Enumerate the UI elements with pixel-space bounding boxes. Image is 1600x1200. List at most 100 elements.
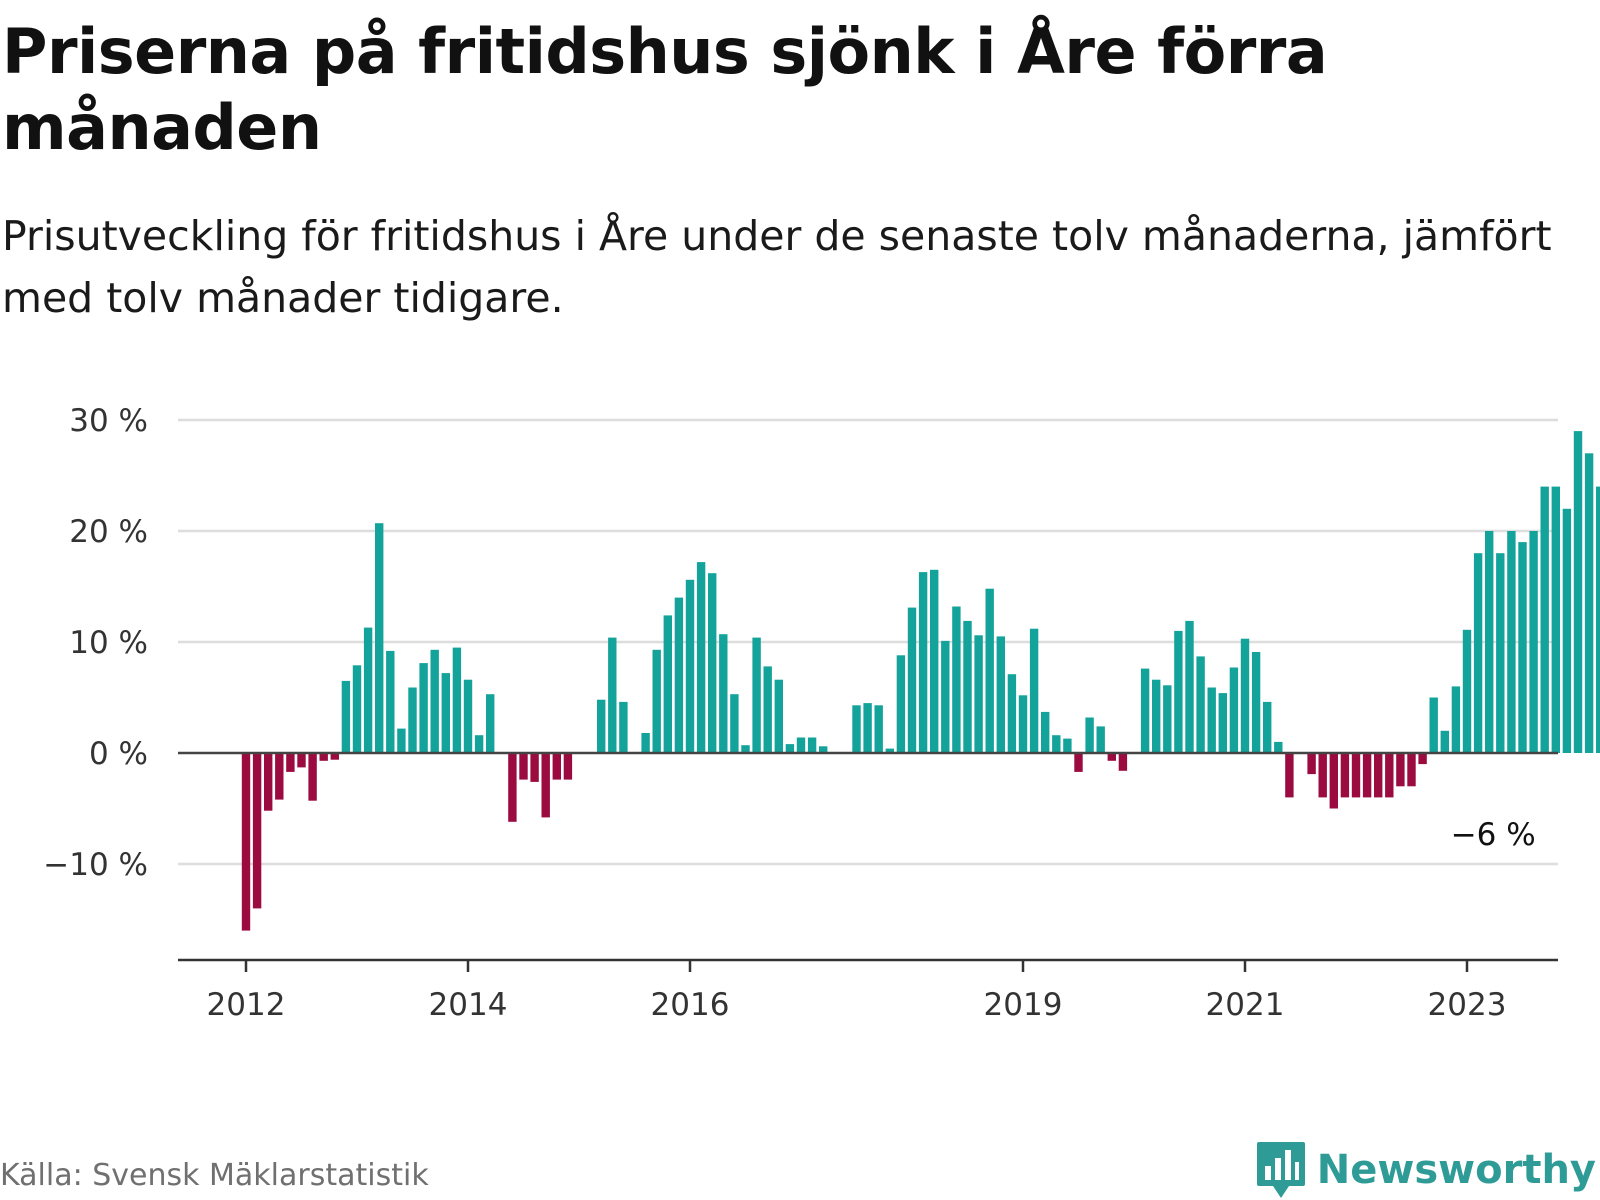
chart-title: Priserna på fritidshus sjönk i Åre förra… [2, 15, 1328, 164]
bar [286, 753, 295, 772]
bar [974, 635, 983, 753]
bar [1507, 531, 1516, 753]
bar [530, 753, 539, 782]
bar [1473, 553, 1483, 753]
bar [752, 637, 761, 753]
bar [1107, 753, 1116, 761]
bar [1562, 508, 1572, 753]
bar [963, 620, 972, 753]
bar [907, 607, 917, 753]
bar [696, 562, 706, 753]
bar [1418, 753, 1427, 765]
bar [1540, 486, 1549, 753]
bar [397, 728, 406, 753]
bar [1096, 726, 1105, 753]
bar [463, 679, 473, 753]
bar [763, 666, 772, 753]
bar [685, 579, 695, 753]
bars [241, 431, 1600, 931]
bar-chart-speech-bubble-icon [1256, 1142, 1305, 1198]
bar [1152, 679, 1161, 753]
bar [1462, 629, 1472, 753]
bar [1074, 753, 1083, 772]
bar [1451, 686, 1461, 753]
bar [1251, 652, 1261, 753]
bar [330, 753, 339, 760]
bar [297, 753, 306, 768]
x-tick-label: 2021 [1206, 987, 1285, 1020]
axes [178, 751, 1558, 972]
tick-labels: 30 % 20 % 10 % 0 % −10 % 2012 2014 2016 2019 2021… [43, 403, 1538, 1020]
bar [1518, 542, 1527, 753]
bar [1485, 531, 1494, 753]
bar [1185, 620, 1194, 753]
last-value-annotation: −6 % [1451, 817, 1536, 853]
bar [1018, 695, 1028, 753]
bar [1041, 711, 1050, 753]
bar [1307, 753, 1316, 775]
bar [663, 615, 672, 753]
bar [452, 647, 462, 754]
bar [430, 649, 439, 753]
bar [785, 744, 795, 753]
y-tick-label: 10 % [69, 625, 148, 661]
newsworthy-logo: Newsworthy [1255, 1140, 1596, 1200]
grid-lines [178, 418, 1558, 866]
bar [730, 694, 739, 753]
bar [1174, 630, 1183, 753]
bar [608, 637, 617, 753]
bar [508, 753, 517, 822]
bar [819, 746, 828, 753]
bar [1207, 687, 1216, 753]
y-tick-label: −10 % [43, 847, 148, 883]
bar [252, 753, 262, 909]
bar [619, 701, 628, 753]
x-tick-label: 2014 [429, 987, 508, 1020]
bar [352, 665, 362, 753]
bar [363, 627, 373, 753]
source-note: Källa: Svensk Mäklarstatistik [0, 1158, 429, 1193]
bar [952, 606, 961, 753]
x-tick-label: 2023 [1428, 987, 1507, 1020]
bar [807, 737, 817, 753]
bar [1362, 753, 1372, 798]
bar [441, 673, 450, 753]
bar [1551, 486, 1560, 753]
bar [719, 634, 728, 753]
bar [985, 588, 994, 753]
bar [1596, 486, 1600, 753]
bar [896, 655, 906, 753]
bar [1063, 738, 1072, 753]
bar [863, 703, 872, 753]
bar [1318, 753, 1327, 798]
bar [874, 705, 883, 753]
bar [774, 679, 783, 753]
bar [552, 753, 561, 780]
bar [885, 748, 894, 753]
y-tick-label: 30 % [69, 403, 148, 439]
bar [408, 687, 417, 753]
bar [941, 640, 950, 753]
bar [474, 735, 484, 753]
x-tick-label: 2016 [651, 987, 730, 1020]
bar [1440, 730, 1449, 753]
bar [1240, 638, 1250, 753]
bar [674, 597, 684, 753]
bar [641, 733, 650, 753]
y-tick-label: 0 % [89, 736, 148, 772]
bar [1196, 656, 1205, 753]
bar [1085, 717, 1094, 753]
bar [1263, 701, 1272, 753]
bar [852, 705, 861, 753]
bar [597, 699, 606, 753]
bar [918, 572, 928, 753]
bar [1396, 753, 1405, 787]
bar [1229, 667, 1239, 753]
bar [1007, 674, 1017, 753]
bar [1407, 753, 1416, 787]
x-tick-label: 2012 [207, 987, 286, 1020]
bar [930, 569, 939, 753]
bar [741, 745, 750, 753]
bar [519, 753, 528, 780]
bar [652, 649, 661, 753]
